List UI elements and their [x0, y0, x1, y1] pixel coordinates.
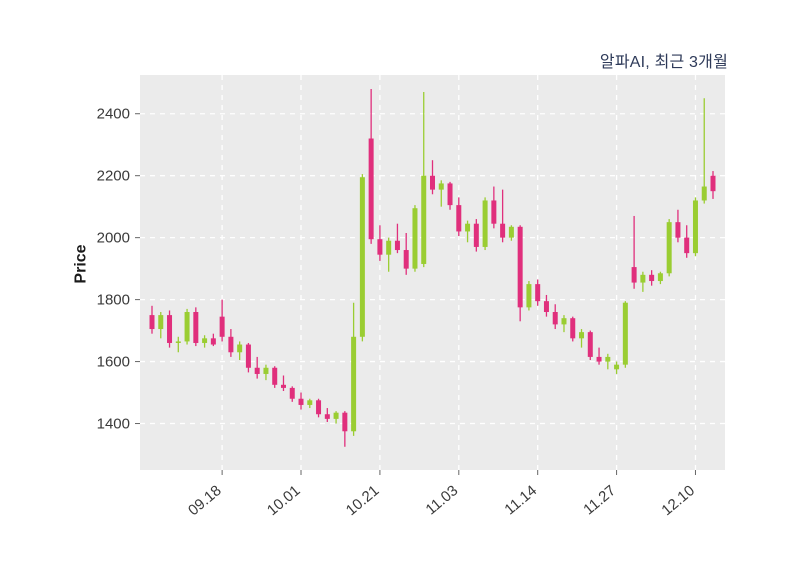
svg-text:10.01: 10.01 [264, 482, 304, 519]
candle [526, 281, 532, 311]
candle [605, 353, 611, 370]
svg-text:12.10: 12.10 [658, 482, 698, 519]
candle [324, 408, 330, 422]
candle [316, 398, 322, 418]
svg-text:2400: 2400 [97, 106, 130, 123]
candle [307, 398, 313, 409]
candle [272, 366, 278, 388]
candle [430, 160, 435, 195]
svg-text:11.14: 11.14 [501, 482, 540, 518]
candle [184, 308, 190, 345]
x-axis-ticks: 09.18 10.01 10.21 11.03 11.14 11.27 12.10 [185, 470, 698, 519]
candle [333, 411, 339, 424]
candle [701, 98, 707, 204]
candle [561, 315, 567, 333]
candle [202, 335, 208, 348]
svg-text:09.18: 09.18 [185, 482, 225, 519]
svg-text:2200: 2200 [97, 168, 130, 185]
candle [342, 411, 348, 447]
candle [175, 336, 181, 353]
candle [640, 271, 646, 292]
candle [377, 225, 383, 261]
candle [614, 361, 620, 374]
candle [692, 197, 698, 257]
candle [456, 197, 462, 237]
candle [649, 270, 655, 286]
candle [570, 316, 576, 342]
candle [412, 205, 418, 272]
svg-text:2000: 2000 [97, 230, 130, 247]
candle [579, 329, 585, 348]
candle [482, 197, 488, 251]
candle [675, 209, 681, 243]
candle [254, 356, 260, 379]
candle [280, 375, 286, 391]
candle [666, 219, 672, 277]
candle [228, 329, 234, 357]
candle [491, 186, 497, 229]
candle [237, 341, 243, 361]
svg-text:1800: 1800 [97, 292, 130, 309]
candle [473, 219, 479, 252]
candle [535, 279, 541, 306]
candle [210, 333, 216, 347]
candles [149, 88, 716, 447]
svg-text:1600: 1600 [97, 354, 130, 371]
candle [298, 392, 304, 410]
plot-area [140, 75, 725, 470]
candle [263, 364, 269, 381]
candle [359, 174, 365, 342]
y-axis-label: Price [72, 244, 90, 284]
svg-text:11.03: 11.03 [423, 482, 462, 518]
chart-title: 알파AI, 최근 3개월 [599, 54, 728, 71]
candle [552, 304, 558, 330]
candle [543, 294, 549, 317]
candle [368, 88, 374, 244]
y-axis-ticks: 1400 1600 1800 2000 2200 2400 [97, 106, 140, 433]
candle [465, 220, 471, 243]
candle [149, 305, 155, 334]
candle [351, 302, 357, 436]
candle [245, 342, 251, 373]
svg-text:1400: 1400 [97, 416, 130, 433]
candle [447, 181, 453, 210]
candle [219, 299, 225, 342]
candle [386, 237, 392, 272]
candle [193, 307, 199, 347]
candle [587, 330, 593, 361]
candle [631, 215, 637, 289]
candle [167, 310, 173, 348]
candle [622, 301, 628, 368]
candle [438, 180, 444, 207]
candle [710, 171, 716, 199]
candle [657, 271, 663, 285]
candle [508, 225, 514, 241]
candle [500, 189, 506, 243]
candle [421, 92, 427, 268]
svg-text:10.21: 10.21 [343, 482, 383, 519]
candle [289, 386, 295, 402]
candle [596, 347, 602, 365]
candle [684, 225, 690, 258]
candle [394, 223, 400, 254]
candle [517, 225, 523, 322]
svg-text:11.27: 11.27 [580, 482, 619, 518]
candle [158, 312, 164, 339]
candle [403, 233, 409, 275]
